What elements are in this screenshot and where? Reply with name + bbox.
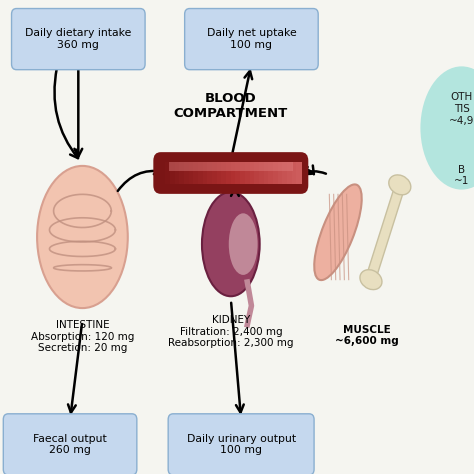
Bar — [365, 182, 406, 283]
Bar — [268, 162, 273, 184]
Bar — [212, 162, 218, 184]
Bar — [282, 162, 288, 184]
FancyBboxPatch shape — [168, 414, 314, 474]
Text: B
~1: B ~1 — [454, 164, 469, 186]
Bar — [198, 162, 204, 184]
Bar — [273, 162, 278, 184]
Bar — [264, 162, 269, 184]
Bar — [175, 162, 180, 184]
Bar — [236, 162, 241, 184]
Bar — [292, 162, 297, 184]
Ellipse shape — [420, 66, 474, 190]
Bar — [165, 162, 171, 184]
Bar — [161, 162, 166, 184]
FancyBboxPatch shape — [11, 9, 145, 70]
Text: OTH
TIS
~4,9: OTH TIS ~4,9 — [449, 92, 474, 126]
Ellipse shape — [389, 175, 411, 195]
Text: Daily net uptake
100 mg: Daily net uptake 100 mg — [207, 28, 296, 50]
Bar — [189, 162, 194, 184]
Bar — [231, 162, 237, 184]
Text: BLOOD
COMPARTMENT: BLOOD COMPARTMENT — [173, 92, 288, 120]
Bar — [254, 162, 260, 184]
Text: INTESTINE
Absorption: 120 mg
Secretion: 20 mg: INTESTINE Absorption: 120 mg Secretion: … — [31, 320, 134, 353]
Bar — [193, 162, 199, 184]
Bar — [249, 162, 255, 184]
Text: MUSCLE
~6,600 mg: MUSCLE ~6,600 mg — [335, 325, 399, 346]
Text: Daily dietary intake
360 mg: Daily dietary intake 360 mg — [25, 28, 131, 50]
Bar — [240, 162, 246, 184]
Bar — [203, 162, 208, 184]
Bar — [184, 162, 190, 184]
Ellipse shape — [360, 270, 382, 290]
Ellipse shape — [229, 213, 257, 275]
Bar — [226, 162, 232, 184]
Bar — [217, 162, 222, 184]
Bar — [208, 162, 213, 184]
FancyBboxPatch shape — [3, 414, 137, 474]
Bar — [221, 162, 227, 184]
FancyBboxPatch shape — [185, 9, 318, 70]
Ellipse shape — [202, 192, 260, 296]
Bar — [296, 162, 302, 184]
Ellipse shape — [37, 166, 128, 308]
Bar — [259, 162, 264, 184]
Text: Daily urinary output
100 mg: Daily urinary output 100 mg — [187, 434, 296, 455]
Text: KIDNEY
Filtration: 2,400 mg
Reabsorption: 2,300 mg: KIDNEY Filtration: 2,400 mg Reabsorption… — [168, 315, 293, 348]
Bar — [180, 162, 185, 184]
Bar — [169, 162, 292, 171]
Bar — [245, 162, 250, 184]
Ellipse shape — [314, 184, 362, 280]
Bar — [170, 162, 175, 184]
FancyBboxPatch shape — [153, 152, 308, 194]
Text: Faecal output
260 mg: Faecal output 260 mg — [33, 434, 107, 455]
Bar — [278, 162, 283, 184]
Bar — [287, 162, 292, 184]
